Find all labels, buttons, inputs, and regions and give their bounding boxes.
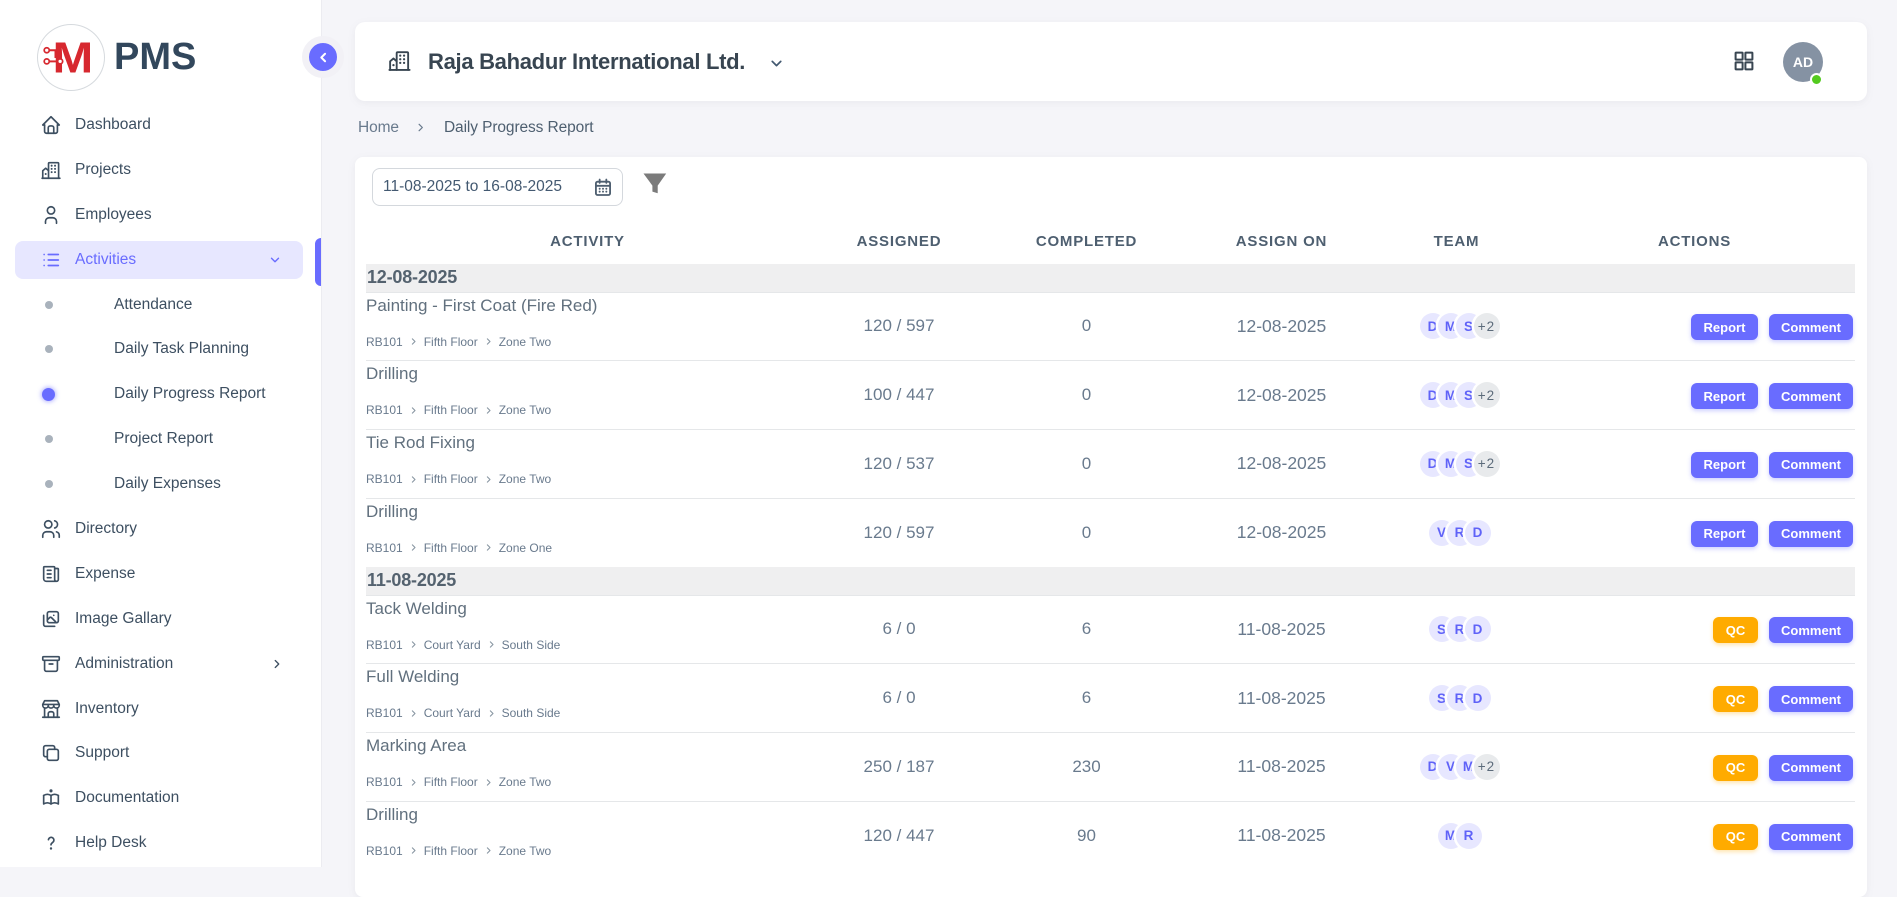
svg-text:M: M: [53, 34, 94, 83]
